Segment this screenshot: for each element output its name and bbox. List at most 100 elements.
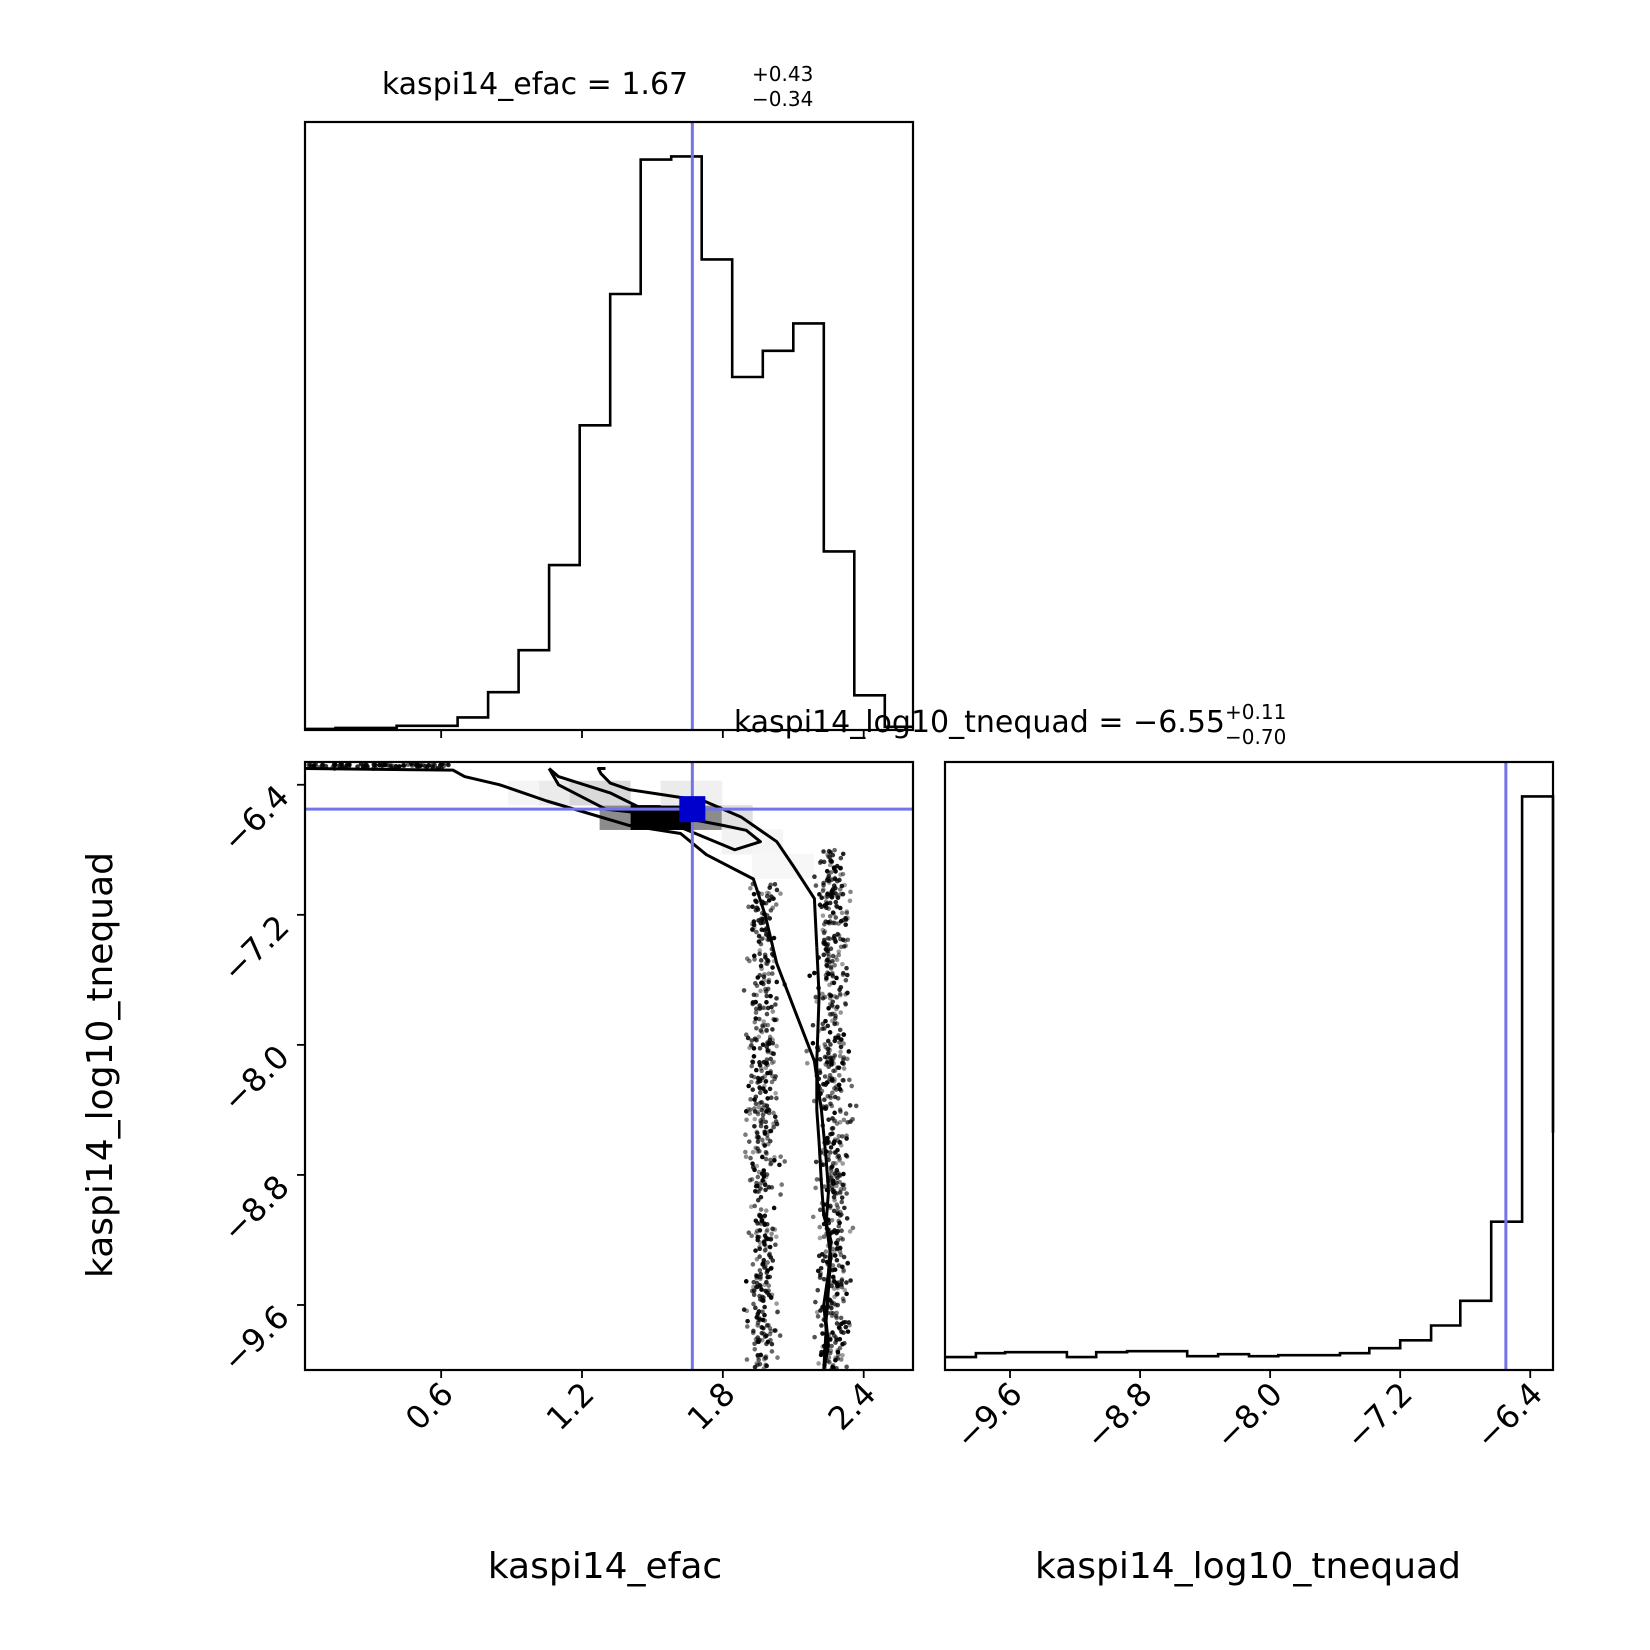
sample-point [397, 764, 402, 769]
sample-point [838, 944, 844, 950]
sample-point [818, 1270, 823, 1276]
sample-point [831, 1301, 837, 1306]
sample-point [765, 958, 771, 964]
sample-point [762, 1083, 767, 1089]
sample-point [830, 953, 836, 959]
sample-point [772, 1114, 778, 1119]
sample-point [823, 977, 829, 982]
sample-point [770, 971, 775, 976]
sample-point [751, 925, 757, 930]
efac-tick-label: 0.6 [398, 1375, 461, 1438]
sample-point [848, 1278, 853, 1283]
sample-point [838, 1142, 844, 1148]
sample-point [846, 1049, 852, 1054]
sample-point [770, 1040, 776, 1046]
sample-point [830, 920, 835, 926]
sample-point [748, 1097, 753, 1102]
sample-point [753, 907, 759, 913]
sample-point [840, 1182, 846, 1188]
sample-point [764, 1236, 769, 1241]
sample-point [836, 1263, 842, 1268]
sample-point [843, 1111, 849, 1116]
sample-point [834, 957, 840, 963]
sample-point [759, 1099, 764, 1105]
sample-point [746, 1083, 751, 1089]
sample-point [754, 1275, 759, 1281]
sample-point [766, 1283, 772, 1288]
sample-point [758, 1352, 764, 1358]
sample-point [767, 1251, 773, 1257]
sample-point [844, 1154, 850, 1159]
sample-point [741, 1307, 747, 1312]
sample-point [815, 1268, 821, 1274]
sample-point [769, 1349, 775, 1354]
sample-point [827, 1350, 833, 1356]
sample-point [774, 979, 780, 985]
sample-point [840, 851, 846, 857]
sample-point [837, 1107, 843, 1112]
sample-point [755, 1323, 760, 1328]
sample-point [754, 1163, 760, 1169]
sample-point [770, 965, 775, 970]
sample-point [839, 1195, 845, 1200]
sample-point [825, 891, 830, 897]
sample-point [763, 1061, 769, 1066]
sample-point [825, 957, 830, 963]
sample-point [833, 1150, 838, 1155]
sample-point [769, 1185, 775, 1190]
sample-point [842, 1205, 847, 1211]
joint-density-panel [297, 760, 915, 1378]
sample-point [829, 1171, 834, 1177]
efac-tick-label: 2.4 [821, 1375, 884, 1438]
sample-point [751, 992, 757, 998]
sample-point [828, 870, 834, 875]
sample-point [765, 1096, 770, 1101]
sample-point [833, 1355, 838, 1361]
tnequad-y-tick-label: −9.6 [215, 1298, 297, 1380]
sample-point [764, 1279, 769, 1285]
sample-point [764, 1132, 770, 1138]
sample-point [831, 1141, 836, 1146]
sample-point [758, 1066, 764, 1071]
sample-point [844, 1216, 850, 1221]
sample-point [820, 995, 826, 1001]
sample-point [831, 1194, 837, 1200]
sample-point [750, 1059, 755, 1065]
sample-point [757, 1085, 762, 1090]
sample-point [773, 1002, 778, 1007]
sample-point [773, 1328, 779, 1333]
sample-point [771, 1110, 776, 1116]
sample-point [828, 1145, 834, 1150]
sample-point [834, 1087, 839, 1092]
sample-point [763, 1247, 768, 1253]
sample-point [829, 1343, 834, 1349]
sample-point [753, 1218, 759, 1224]
sample-point [751, 1301, 756, 1307]
sample-point [830, 970, 835, 976]
sample-point [763, 1089, 768, 1095]
sample-point [822, 1074, 828, 1079]
sample-point [771, 1205, 777, 1211]
sample-point [766, 1322, 771, 1328]
sample-point [826, 1005, 831, 1011]
sample-point [752, 1116, 758, 1122]
sample-point [754, 899, 759, 905]
sample-point [762, 1182, 768, 1188]
sample-point [842, 1340, 847, 1346]
sample-point [760, 917, 766, 923]
sample-point [763, 1149, 769, 1155]
sample-point [759, 891, 765, 897]
truth-marker [679, 796, 706, 823]
contour-outer [305, 767, 833, 1370]
sample-point [818, 1265, 824, 1271]
sample-point [834, 1121, 840, 1126]
sample-point [771, 1051, 777, 1057]
sample-point [762, 1318, 768, 1323]
sample-point [750, 1149, 756, 1155]
sample-point [822, 1254, 828, 1259]
sample-point [758, 1207, 764, 1212]
efac-title-sup: +0.43 [752, 62, 813, 86]
sample-point [841, 1055, 847, 1060]
sample-point [753, 1230, 759, 1236]
sample-point [306, 762, 312, 768]
